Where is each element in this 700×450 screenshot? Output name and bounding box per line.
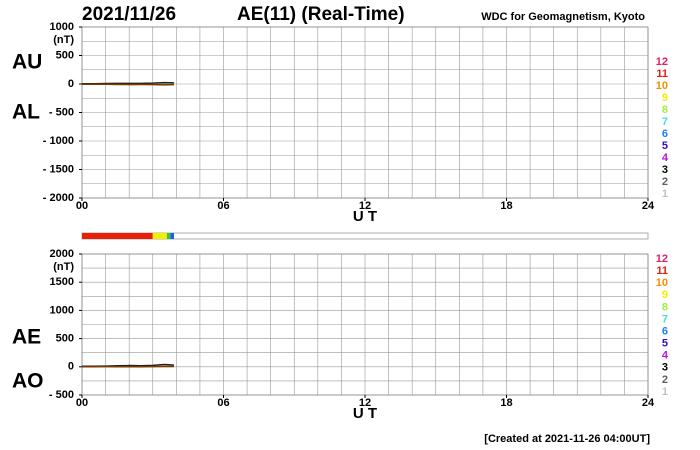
y-tick-label: - 500	[49, 106, 74, 118]
y-tick-label: - 1000	[43, 135, 74, 147]
x-tick-label: 00	[76, 397, 88, 409]
station-legend-label: 5	[662, 338, 668, 350]
station-legend-label: 12	[656, 56, 668, 68]
station-legend-label: 8	[662, 301, 668, 313]
x-axis-label: U T	[353, 405, 377, 422]
y-tick-label: 500	[56, 49, 74, 61]
station-legend-label: 1	[662, 386, 668, 398]
date: 2021/11/26	[82, 4, 176, 25]
x-tick-label: 24	[642, 200, 655, 212]
station-legend-label: 6	[662, 128, 668, 140]
station-legend-label: 7	[662, 313, 668, 325]
source: WDC for Geomagnetism, Kyoto	[481, 11, 645, 23]
unit-label: (nT)	[53, 261, 74, 273]
title: AE(11) (Real-Time)	[237, 4, 405, 25]
station-legend-label: 8	[662, 104, 668, 116]
coverage-segment	[166, 233, 171, 239]
x-tick-label: 00	[76, 200, 88, 212]
y-tick-label: 1500	[50, 276, 74, 288]
x-tick-label: 12	[359, 200, 371, 212]
y-tick-label: 0	[68, 78, 74, 90]
station-legend-label: 4	[662, 152, 669, 164]
y-tick-label: - 2000	[43, 192, 74, 204]
station-legend-label: 4	[662, 350, 669, 362]
y-tick-label: - 1500	[43, 163, 74, 175]
coverage-segment	[170, 233, 174, 239]
series-name: AU	[12, 51, 42, 74]
coverage-segment	[82, 233, 153, 239]
x-tick-label: 18	[500, 200, 512, 212]
x-axis-label: U T	[353, 208, 377, 225]
y-tick-label: 1000	[50, 21, 74, 33]
coverage-segment	[152, 233, 167, 239]
x-tick-label: 06	[217, 397, 229, 409]
station-legend-label: 10	[656, 80, 668, 92]
station-legend-label: 6	[662, 325, 668, 337]
station-legend-label: 9	[662, 289, 668, 301]
x-tick-label: 12	[359, 397, 371, 409]
series-name: AO	[12, 370, 44, 393]
x-tick-label: 24	[642, 397, 655, 409]
station-legend-label: 2	[662, 374, 668, 386]
y-tick-label: 0	[68, 361, 74, 373]
station-legend-label: 9	[662, 92, 668, 104]
y-tick-label: 500	[56, 333, 74, 345]
unit-label: (nT)	[53, 34, 74, 46]
y-tick-label: - 500	[49, 389, 74, 401]
station-legend-label: 12	[656, 253, 668, 265]
station-legend-label: 7	[662, 116, 668, 128]
y-tick-label: 2000	[50, 248, 74, 260]
station-legend-label: 2	[662, 176, 668, 188]
station-legend-label: 11	[656, 265, 668, 277]
station-legend-label: 10	[656, 277, 668, 289]
y-tick-label: 1000	[50, 304, 74, 316]
series-name: AE	[12, 326, 41, 349]
series-line	[82, 83, 174, 86]
footer: [Created at 2021-11-26 04:00UT]	[484, 433, 650, 445]
series-name: AL	[12, 101, 40, 124]
x-tick-label: 06	[217, 200, 229, 212]
station-legend-label: 5	[662, 140, 668, 152]
x-tick-label: 18	[500, 397, 512, 409]
station-legend-label: 11	[656, 68, 668, 80]
station-legend-label: 1	[662, 188, 668, 200]
station-legend-label: 3	[662, 164, 668, 176]
station-legend-label: 3	[662, 362, 668, 374]
